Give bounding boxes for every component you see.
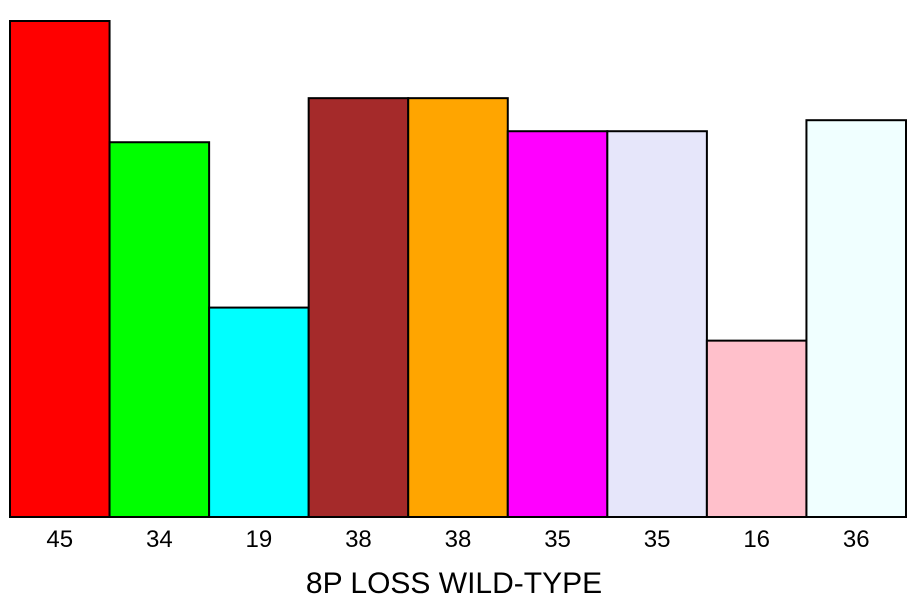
x-tick-labels-group: 45 34 19 38 38 35 35 16 36	[46, 526, 869, 553]
bar-9	[805, 119, 907, 518]
bar-4	[307, 97, 410, 518]
bar-5	[407, 97, 509, 518]
x-tick-label-2: 34	[146, 526, 173, 553]
x-tick-label-6: 35	[544, 526, 571, 553]
x-tick-label-4: 38	[345, 526, 372, 553]
x-tick-label-7: 35	[644, 526, 671, 553]
bar-7	[606, 130, 708, 518]
bar-8	[705, 339, 808, 519]
x-tick-label-9: 36	[843, 526, 870, 553]
x-axis-title: 8P LOSS WILD-TYPE	[306, 567, 602, 600]
x-tick-label-1: 45	[46, 526, 73, 553]
x-tick-label-3: 19	[246, 526, 273, 553]
x-tick-label-8: 16	[743, 526, 770, 553]
bar-3	[208, 306, 310, 518]
bar-2	[108, 141, 211, 519]
bar-6	[506, 130, 609, 518]
bars-group	[9, 20, 907, 519]
x-tick-label-5: 38	[445, 526, 472, 553]
bar-1	[9, 20, 111, 518]
